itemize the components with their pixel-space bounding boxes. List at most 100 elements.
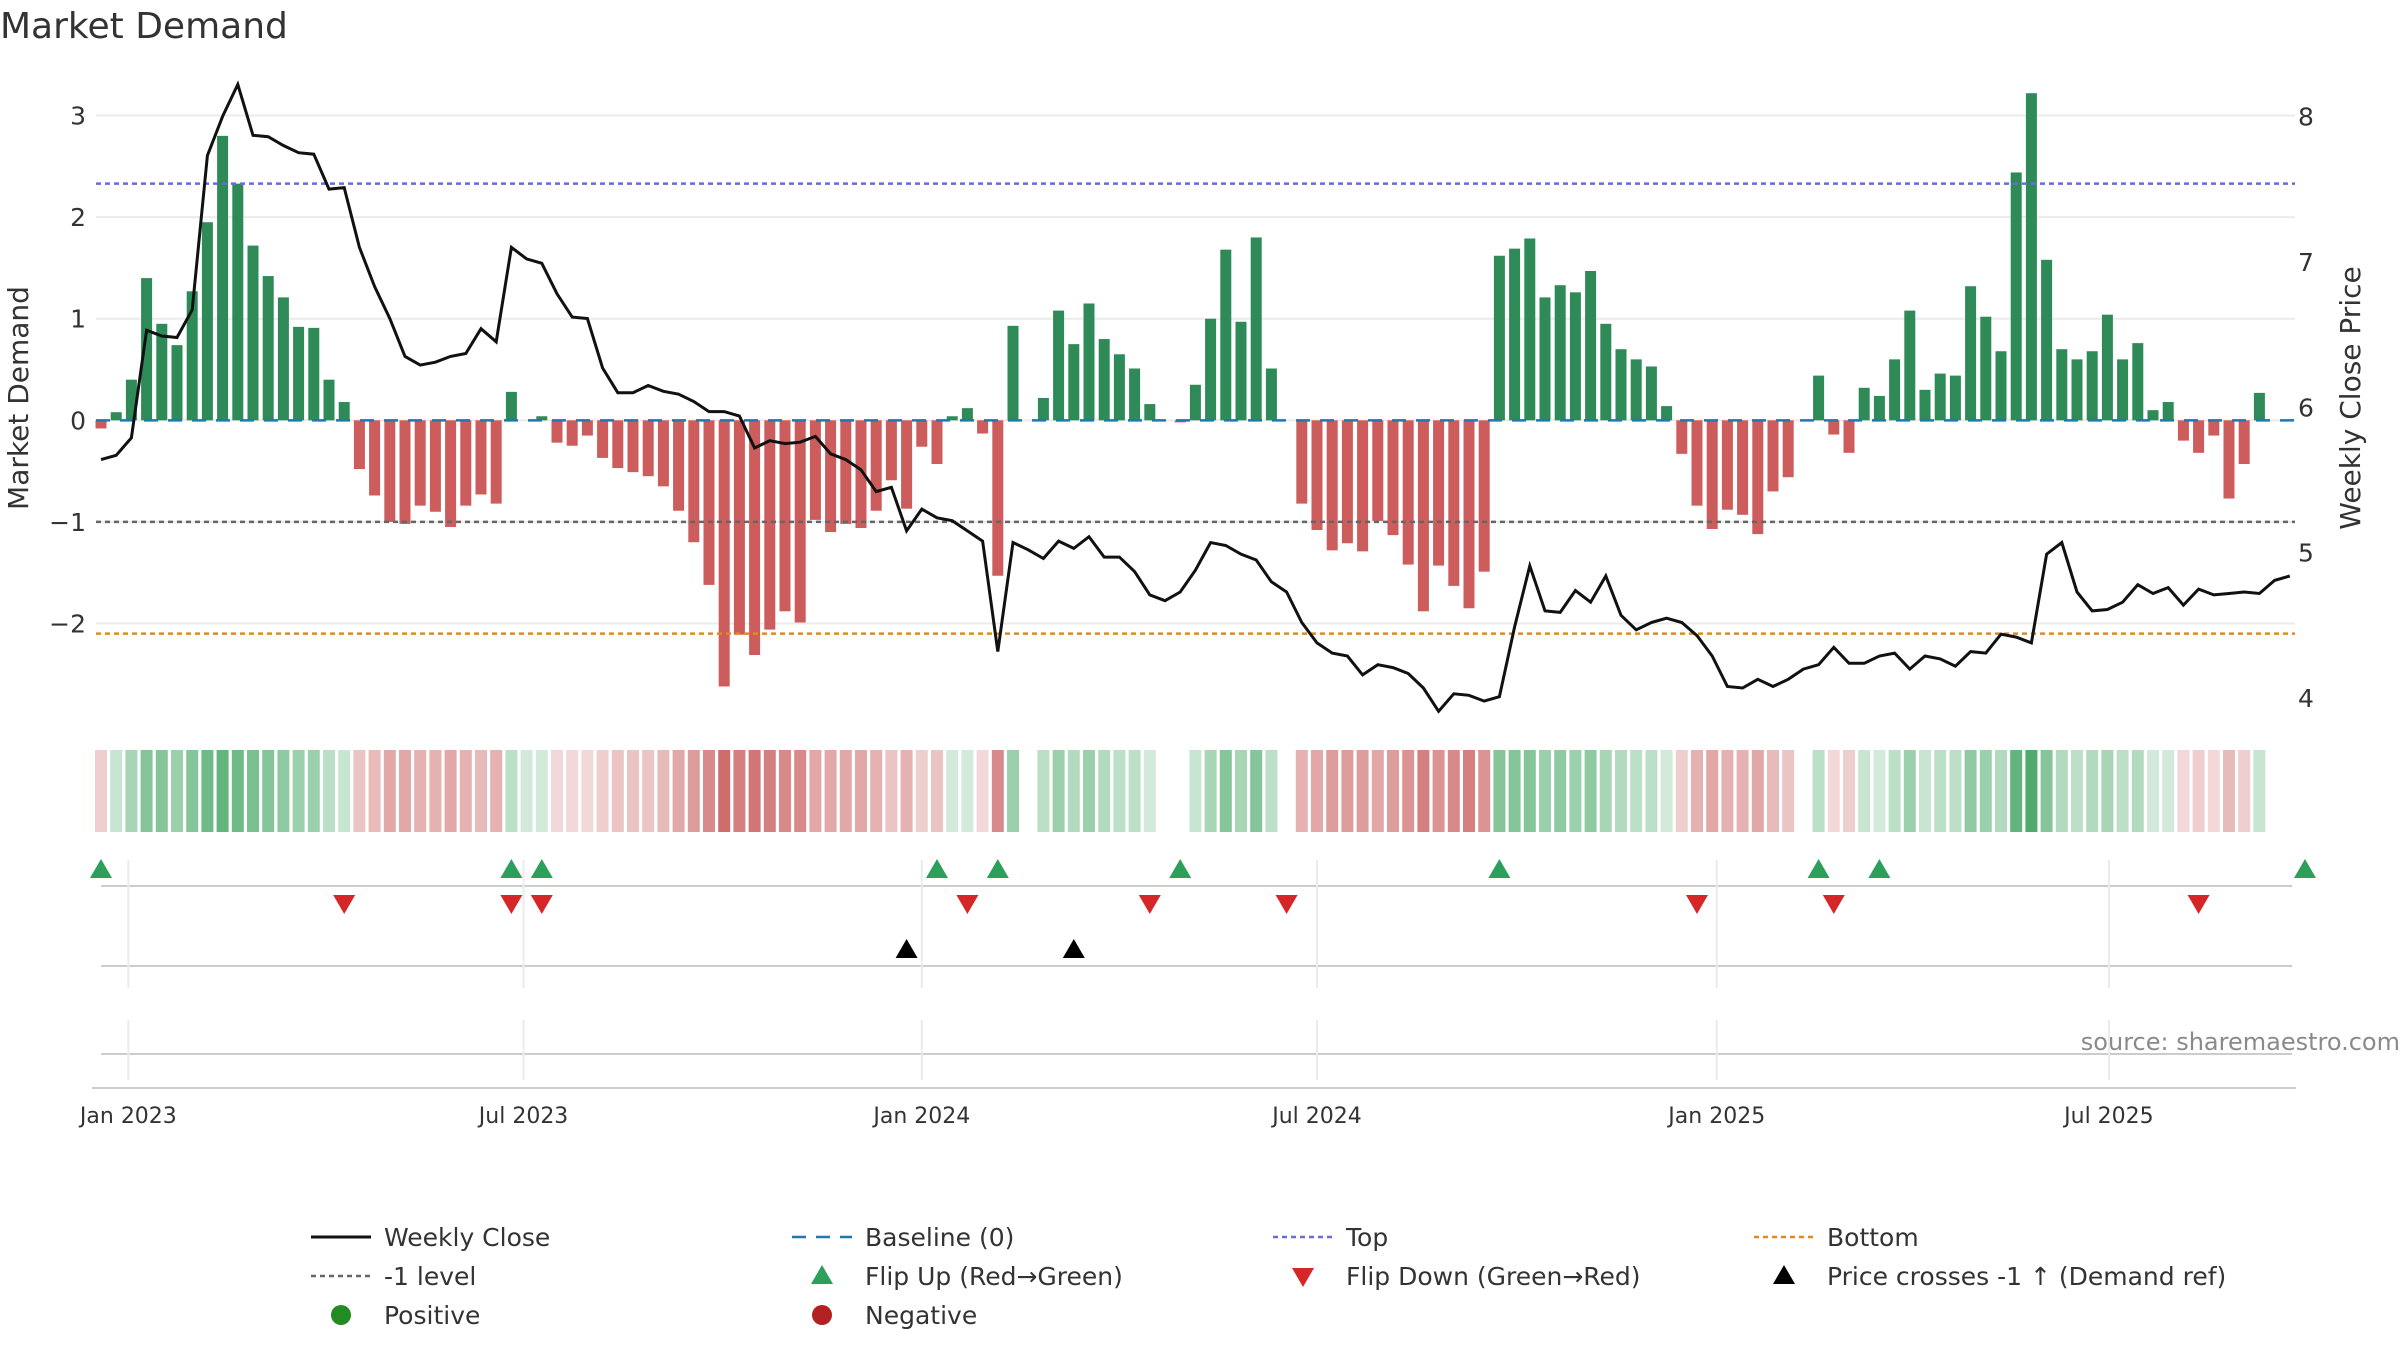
demand-strip-cell (581, 750, 594, 832)
flip-markers (90, 859, 2316, 914)
demand-strip-cell (1751, 750, 1764, 832)
positive-demand-bar (1235, 321, 1247, 421)
demand-strip-cell (718, 750, 731, 832)
demand-strip-cell (1539, 750, 1551, 832)
y-axis-ticks: 3 2 1 0 −1 −2 (49, 102, 86, 639)
demand-strip-cell (2207, 750, 2220, 832)
negative-demand-bar (1706, 420, 1718, 530)
y2-axis-label: Weekly Close Price (2334, 266, 2367, 529)
negative-demand-bar (399, 420, 411, 524)
demand-strip-cell (1797, 750, 1810, 832)
demand-strip-cell (1615, 750, 1627, 832)
negative-demand-bar (1478, 420, 1490, 572)
demand-strip-cell (277, 750, 290, 832)
positive-demand-bar (1220, 249, 1232, 421)
flip-up-marker (2294, 859, 2316, 878)
legend-item-top: Top (1273, 1223, 1388, 1252)
negative-demand-bar (2177, 420, 2189, 441)
positive-demand-bar (1630, 359, 1642, 421)
negative-demand-bar (475, 420, 487, 495)
positive-demand-bar (2025, 93, 2037, 421)
demand-strip-cell (763, 750, 776, 832)
flip-down-marker (956, 895, 979, 914)
demand-strip-cell (1235, 750, 1247, 832)
negative-demand-bar (2238, 420, 2250, 464)
demand-strip-cell (475, 750, 487, 832)
demand-strip-cell (1007, 750, 1019, 832)
positive-demand-bar (2162, 402, 2174, 421)
price-cross-marker (895, 939, 918, 958)
positive-demand-bar (338, 402, 350, 421)
positive-demand-bar (1189, 384, 1201, 421)
positive-demand-bar (1129, 368, 1141, 421)
negative-demand-bar (1433, 420, 1445, 566)
legend-item-minus-one: -1 level (311, 1262, 476, 1291)
demand-strip-cell (1143, 750, 1156, 832)
positive-demand-bar (1661, 406, 1673, 421)
positive-demand-bar (1600, 323, 1612, 421)
demand-strip-cell (1052, 750, 1065, 832)
legend: Weekly Close Baseline (0) Top Bottom -1 leve… (311, 1223, 2226, 1330)
demand-strip-cell (1204, 750, 1217, 832)
demand-strip-cell (900, 750, 913, 832)
negative-demand-bar (1752, 420, 1764, 535)
negative-demand-bar (1326, 420, 1338, 551)
demand-strip-cell (1417, 750, 1430, 832)
positive-demand-bar (1098, 339, 1110, 421)
negative-demand-bar (977, 420, 989, 434)
demand-strip-cell (231, 750, 244, 832)
y2-tick-label: 7 (2298, 248, 2314, 277)
demand-strip-cell (2086, 750, 2099, 832)
flip-up-marker (1807, 859, 1830, 878)
negative-demand-bar (1372, 420, 1384, 521)
demand-strip-cell (186, 750, 199, 832)
demand-strip-cell (201, 750, 214, 832)
legend-swatch (1292, 1268, 1314, 1287)
demand-strip-cell (414, 750, 427, 832)
x-tick-label: Jan 2023 (78, 1104, 177, 1129)
y-tick-label: −1 (49, 508, 86, 537)
negative-demand-bar (855, 420, 867, 528)
price-cross-markers (895, 939, 1085, 958)
track-vertical-grid (127, 860, 2110, 1080)
y2-tick-label: 6 (2298, 393, 2314, 422)
x-tick-label: Jul 2023 (477, 1104, 569, 1129)
legend-label: Weekly Close (384, 1223, 550, 1252)
negative-demand-bar (627, 420, 639, 473)
positive-demand-bar (110, 412, 122, 421)
negative-demand-bar (733, 420, 745, 635)
positive-demand-bar (293, 326, 305, 421)
demand-strip-cell (429, 750, 442, 832)
legend-label: Baseline (0) (865, 1223, 1014, 1252)
positive-demand-bar (1068, 344, 1080, 421)
negative-demand-bar (1296, 420, 1308, 504)
demand-strip-cell (399, 750, 411, 832)
demand-strip-cell (262, 750, 275, 832)
negative-demand-bar (1782, 420, 1794, 478)
y2-tick-label: 5 (2298, 539, 2314, 568)
positive-demand-bar (1524, 238, 1536, 421)
demand-strip-cell (809, 750, 822, 832)
demand-strip-cell (338, 750, 351, 832)
chart-title: Market Demand (0, 6, 288, 47)
demand-strip-cell (1447, 750, 1460, 832)
negative-demand-bar (1691, 420, 1703, 506)
negative-demand-bar (673, 420, 685, 511)
positive-demand-bar (2253, 392, 2265, 421)
flip-up-marker (90, 859, 112, 878)
positive-demand-bar (1265, 368, 1277, 421)
flip-down-marker (2187, 895, 2210, 914)
demand-strip-cell (368, 750, 381, 832)
flip-down-marker (1275, 895, 1298, 914)
negative-demand-bar (445, 420, 457, 527)
negative-demand-bar (581, 420, 593, 436)
positive-demand-bar (141, 278, 153, 421)
demand-strip-cell (1995, 750, 2007, 832)
legend-item-negative: Negative (812, 1301, 977, 1330)
positive-demand-bar (1934, 373, 1946, 421)
positive-demand-bar (125, 379, 137, 421)
demand-strip-cell (2177, 750, 2190, 832)
demand-strip-cell (1964, 750, 1977, 832)
demand-strip-cell (1523, 750, 1536, 832)
